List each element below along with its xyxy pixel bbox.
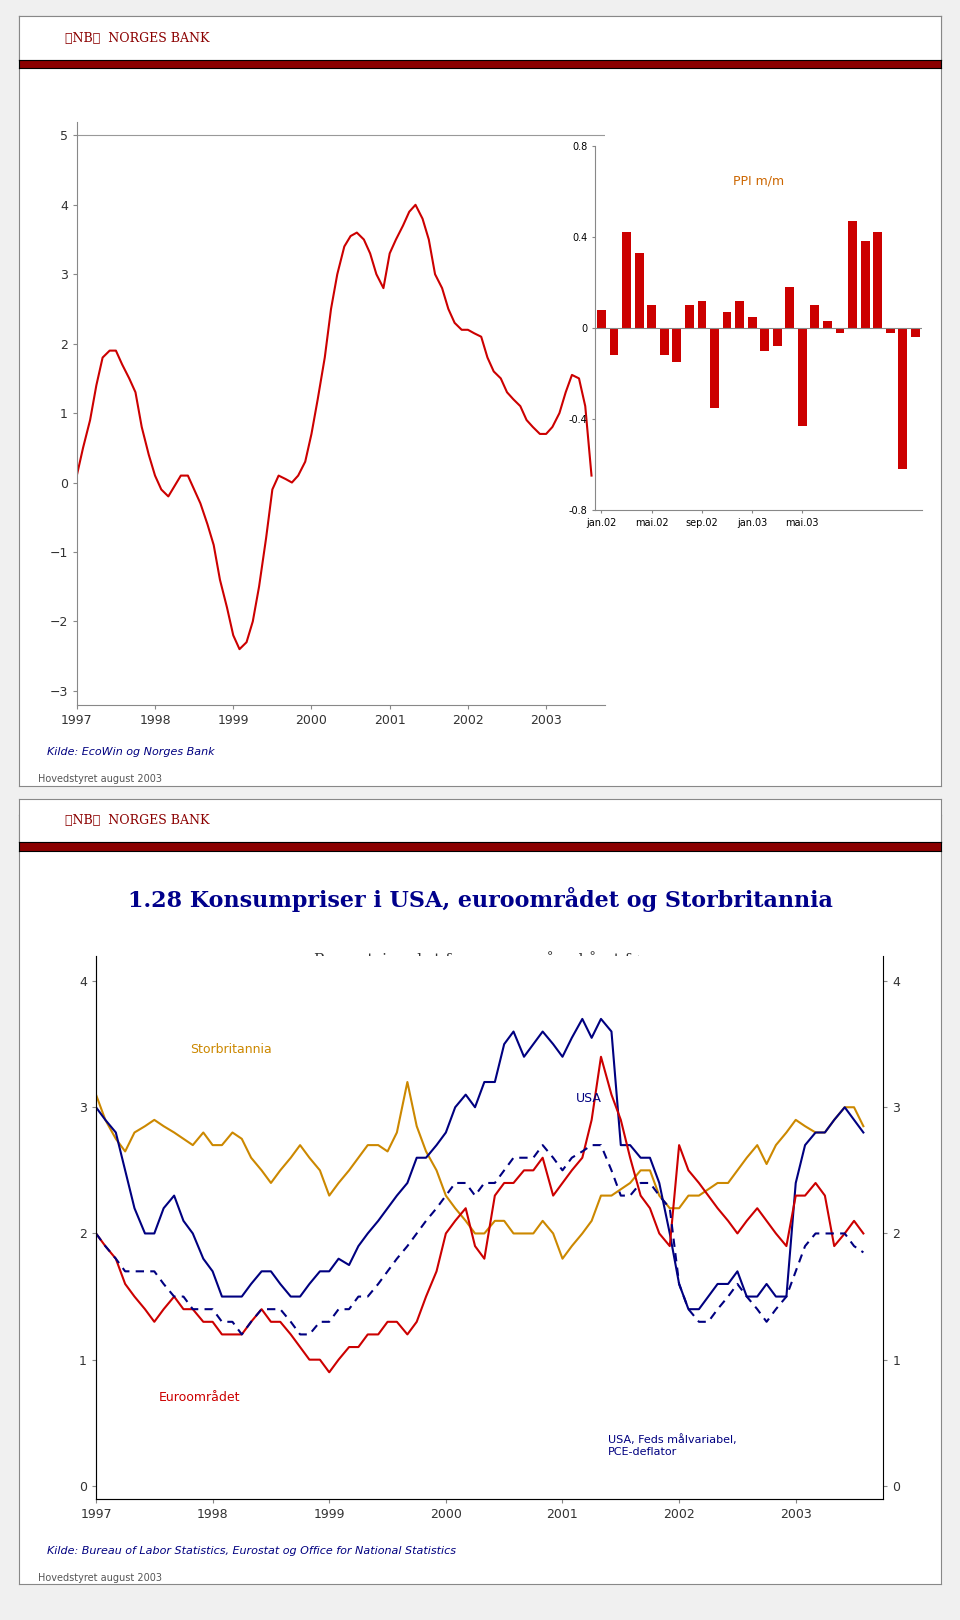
Bar (810, 305, 819, 327)
Storbritannia (606, 1186, 617, 1205)
PCE (566, 1149, 578, 1168)
Storbritannia (635, 1160, 646, 1179)
Bar (597, 309, 606, 327)
Text: USA, Feds målvariabel,
PCE-deflator: USA, Feds målvariabel, PCE-deflator (608, 1435, 736, 1456)
Euroområdet (635, 1186, 646, 1205)
PCE (537, 1136, 548, 1155)
Bar (911, 327, 920, 337)
USA (683, 1299, 694, 1319)
Text: Hovedstyret august 2003: Hovedstyret august 2003 (37, 1573, 161, 1583)
Bar (760, 327, 769, 352)
PCE (236, 1325, 248, 1345)
Euroområdet (606, 1085, 617, 1105)
Euroområdet (790, 1186, 802, 1205)
Bar (735, 301, 744, 327)
Text: 1.27 Produsentpriser: 1.27 Produsentpriser (101, 125, 398, 149)
Bar (672, 327, 682, 363)
USA (624, 1136, 636, 1155)
Bar (660, 327, 668, 355)
Text: ☘NB☘  NORGES BANK: ☘NB☘ NORGES BANK (65, 813, 210, 828)
Line: USA: USA (96, 1019, 863, 1309)
USA (557, 1047, 568, 1066)
Text: Euroområdet: Euroområdet (159, 1392, 240, 1405)
USA (547, 1035, 559, 1055)
Line: Euroområdet: Euroområdet (96, 1056, 863, 1372)
USA (790, 1173, 802, 1192)
USA (431, 1136, 443, 1155)
USA (595, 1009, 607, 1029)
Bar (773, 327, 781, 347)
Bar (622, 232, 631, 327)
Bar (848, 220, 857, 327)
Text: Prosentvis vekst fra samme måned året før: Prosentvis vekst fra samme måned året fø… (314, 953, 646, 967)
Text: Storbritannia: Storbritannia (190, 1043, 273, 1056)
Bar (698, 301, 707, 327)
USA (90, 1097, 102, 1116)
Text: 1.28 Konsumpriser i USA, euroområdet og Storbritannia: 1.28 Konsumpriser i USA, euroområdet og … (128, 888, 832, 912)
PCE (90, 1223, 102, 1243)
PCE (577, 1142, 588, 1162)
Text: USA: USA (576, 1092, 602, 1105)
Bar (748, 316, 756, 327)
Storbritannia (401, 1072, 413, 1092)
Bar (886, 327, 895, 332)
PCE (606, 1160, 617, 1179)
Bar (635, 253, 643, 327)
Bar (785, 287, 794, 327)
Bar (723, 313, 732, 327)
Euroområdet (440, 1223, 451, 1243)
Euroområdet (90, 1223, 102, 1243)
Euroområdet (566, 1160, 578, 1179)
PCE (635, 1173, 646, 1192)
USA (577, 1009, 588, 1029)
Storbritannia (857, 1116, 869, 1136)
Storbritannia (577, 1223, 588, 1243)
Bar (710, 327, 719, 408)
Storbritannia (566, 1236, 578, 1256)
Storbritannia (790, 1110, 802, 1129)
Euroområdet (595, 1047, 607, 1066)
Text: Kilde: Bureau of Labor Statistics, Eurostat og Office for National Statistics: Kilde: Bureau of Labor Statistics, Euros… (47, 1545, 456, 1555)
Text: PPI m/m: PPI m/m (732, 175, 784, 188)
Text: Kilde: EcoWin og Norges Bank: Kilde: EcoWin og Norges Bank (47, 747, 214, 757)
Text: Hovedstyret august 2003: Hovedstyret august 2003 (37, 774, 161, 784)
Bar (823, 321, 831, 327)
Bar (835, 327, 845, 332)
Storbritannia (90, 1085, 102, 1105)
Storbritannia (557, 1249, 568, 1268)
Text: 25 handelspartnere. Prosentvis endring: 25 handelspartnere. Prosentvis endring (83, 198, 417, 214)
Euroområdet (324, 1362, 335, 1382)
USA (857, 1123, 869, 1142)
Line: PCE: PCE (96, 1145, 863, 1335)
Text: ☘NB☘  NORGES BANK: ☘NB☘ NORGES BANK (65, 31, 210, 45)
Bar (798, 327, 806, 426)
Euroområdet (857, 1223, 869, 1243)
Euroområdet (557, 1173, 568, 1192)
Bar (647, 305, 656, 327)
Storbritannia (440, 1186, 451, 1205)
Text: fra samme måned året før: fra samme måned året før (139, 254, 360, 272)
Bar (861, 241, 870, 327)
PCE (857, 1243, 869, 1262)
Bar (685, 305, 694, 327)
PCE (790, 1262, 802, 1281)
PCE (440, 1186, 451, 1205)
Bar (874, 232, 882, 327)
Bar (899, 327, 907, 470)
Line: Storbritannia: Storbritannia (96, 1082, 863, 1259)
Bar (610, 327, 618, 355)
